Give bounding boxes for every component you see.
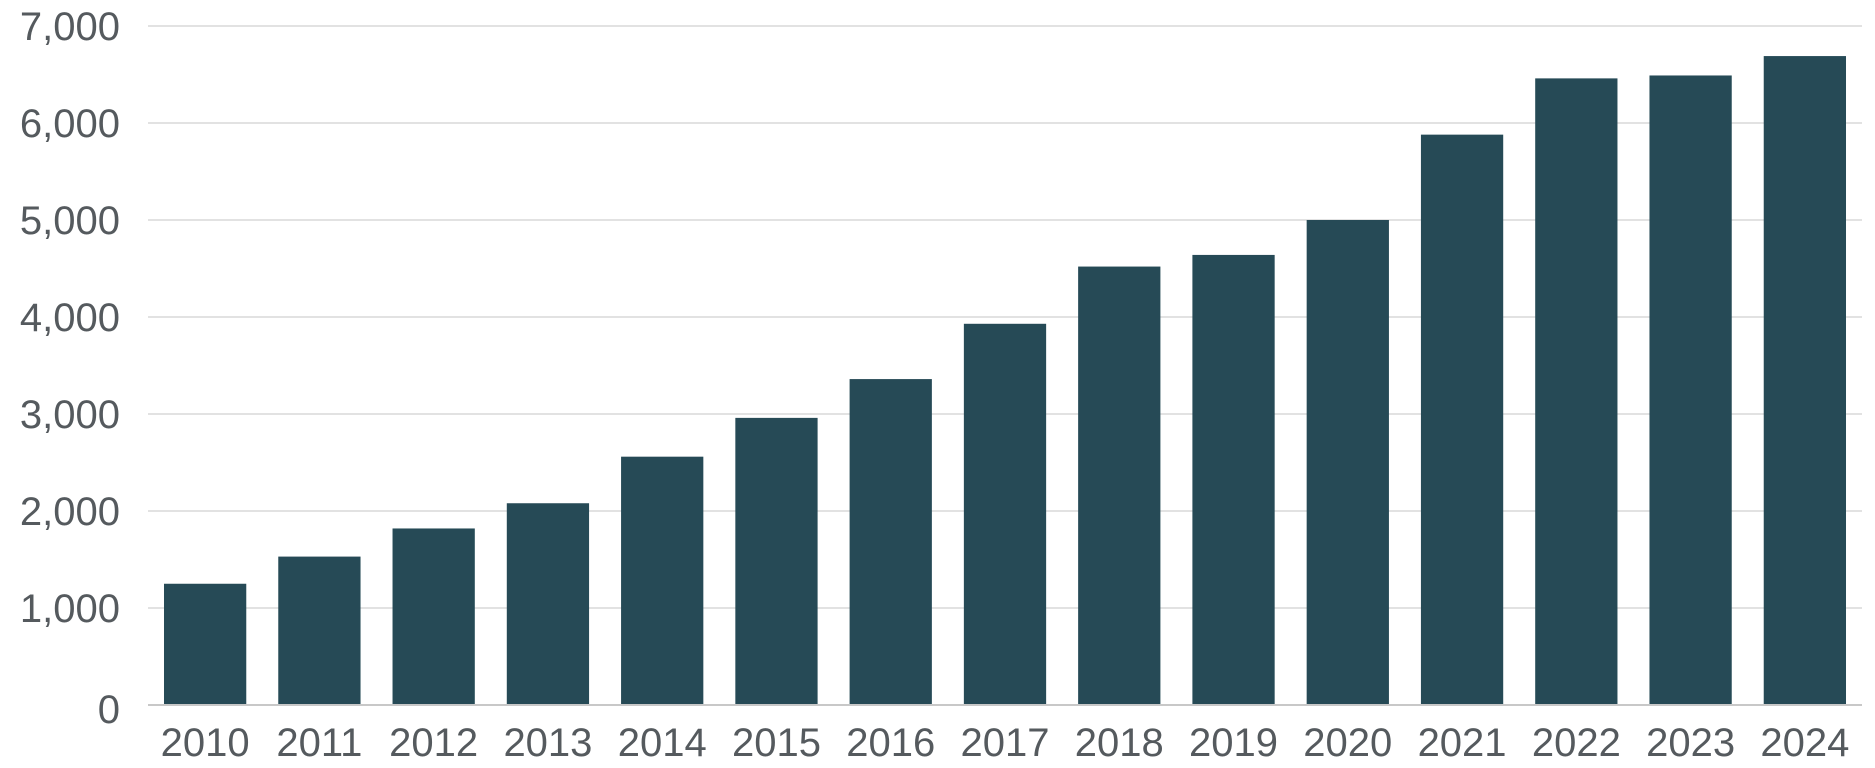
x-tick-label: 2014 — [618, 721, 707, 765]
bar-2014 — [621, 456, 704, 705]
x-tick-label: 2023 — [1646, 721, 1735, 765]
x-tick-label: 2022 — [1532, 721, 1621, 765]
y-tick-label: 4,000 — [20, 296, 120, 340]
x-tick-label: 2011 — [276, 721, 362, 765]
x-axis-tick-labels: 2010 2011 2012 2013 2014 2015 2016 2017 2018 2019… — [161, 721, 1850, 765]
bar-2015 — [735, 417, 818, 705]
y-tick-label: 7,000 — [20, 5, 120, 49]
x-tick-label: 2020 — [1303, 721, 1392, 765]
bar-2023 — [1649, 75, 1732, 706]
x-tick-label: 2010 — [161, 721, 250, 765]
y-axis-tick-labels: 0 1,000 2,000 3,000 4,000 5,000 6,000 7,000 — [20, 5, 120, 732]
bar-2016 — [849, 379, 932, 705]
bar-2011 — [278, 556, 361, 705]
x-tick-label: 2016 — [846, 721, 935, 765]
bar-2020 — [1306, 220, 1389, 705]
y-tick-label: 3,000 — [20, 393, 120, 437]
y-tick-label: 0 — [98, 688, 120, 732]
x-tick-label: 2019 — [1189, 721, 1278, 765]
x-tick-label: 2017 — [961, 721, 1050, 765]
bar-2022 — [1535, 78, 1618, 705]
y-tick-label: 1,000 — [20, 587, 120, 631]
bar-2012 — [392, 528, 475, 705]
bar-2021 — [1420, 134, 1504, 705]
bar-2010 — [163, 583, 247, 705]
x-tick-label: 2013 — [503, 721, 592, 765]
bar-2013 — [506, 503, 590, 705]
x-tick-label: 2018 — [1075, 721, 1164, 765]
x-tick-label: 2024 — [1760, 721, 1849, 765]
bar-2017 — [963, 323, 1047, 705]
bar-2019 — [1192, 254, 1275, 706]
bar-2018 — [1078, 266, 1161, 705]
y-tick-label: 2,000 — [20, 490, 120, 534]
y-tick-label: 6,000 — [20, 102, 120, 146]
bars — [163, 56, 1847, 706]
x-tick-label: 2021 — [1418, 721, 1507, 765]
y-tick-label: 5,000 — [20, 199, 120, 243]
x-tick-label: 2012 — [389, 721, 478, 765]
bar-2024 — [1763, 56, 1847, 705]
x-tick-label: 2015 — [732, 721, 821, 765]
